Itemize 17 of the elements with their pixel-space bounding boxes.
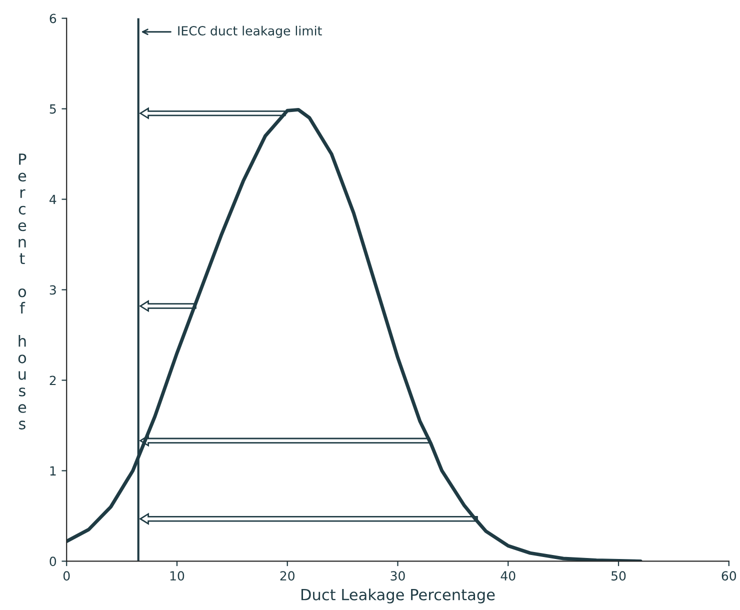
x-tick-label: 10 [170,571,184,581]
y-tick-label: 5 [50,104,56,114]
y-tick-label: 6 [50,14,56,24]
text: Percent of houses [18,154,26,430]
y-tick-label: 4 [50,194,56,204]
y-tick-label: 1 [50,466,56,476]
ref-line-label: IECC duct leakage limit [178,26,322,38]
x-axis-title: Duct Leakage Percentage [301,588,495,604]
x-tick-label: 50 [612,571,626,581]
y-tick-label: 0 [50,556,56,566]
x-tick-label: 40 [500,571,516,581]
x-tick-label: 0 [63,571,70,581]
y-tick-label: 3 [50,285,56,295]
x-tick-label: 30 [390,571,405,581]
x-tick-label: 20 [280,571,294,581]
x-tick-label: 60 [722,571,736,581]
y-tick-label: 2 [50,376,56,385]
